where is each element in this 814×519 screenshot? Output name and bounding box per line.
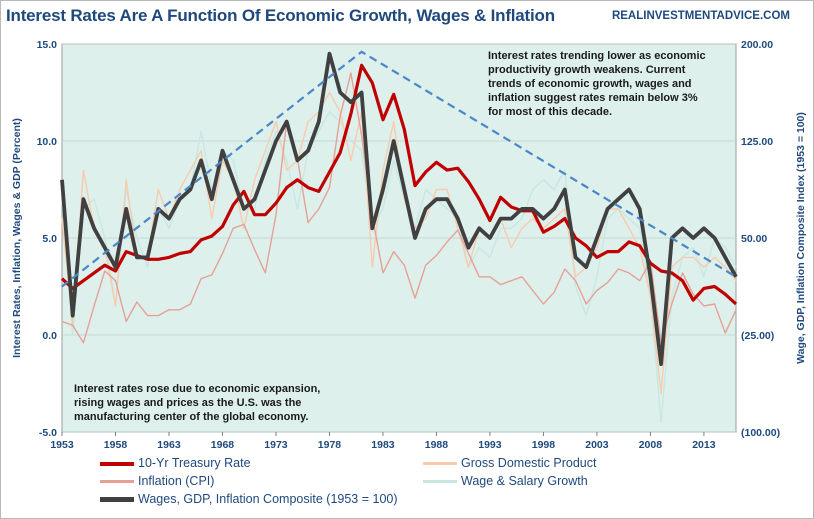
x-tick-label: 1993 bbox=[478, 439, 502, 451]
legend-label: Inflation (CPI) bbox=[138, 474, 215, 488]
annotation-top-right: Interest rates trending lower as economi… bbox=[488, 49, 728, 119]
x-tick-label: 1973 bbox=[264, 439, 288, 451]
x-tick-label: 2003 bbox=[585, 439, 609, 451]
x-tick-label: 1988 bbox=[425, 439, 449, 451]
y2-axis-label: Wage, GDP, Inflation Composite Index (19… bbox=[795, 112, 807, 364]
x-tick-label: 2008 bbox=[639, 439, 663, 451]
annotation-line: for most of this decade. bbox=[488, 106, 613, 118]
x-tick-label: 1953 bbox=[50, 439, 74, 451]
annotation-line: Interest rates trending lower as economi… bbox=[488, 50, 706, 62]
legend-item-wage: Wage & Salary Growth bbox=[423, 474, 588, 488]
x-tick-label: 1958 bbox=[104, 439, 128, 451]
annotation-line: manufacturing center of the global econo… bbox=[74, 411, 309, 423]
legend-label: Gross Domestic Product bbox=[461, 456, 597, 470]
legend-swatch bbox=[100, 497, 134, 503]
source-label: REALINVESTMENTADVICE.COM bbox=[611, 10, 790, 22]
x-tick-label: 2013 bbox=[692, 439, 716, 451]
y-tick-label: -5.0 bbox=[39, 427, 57, 439]
trend-line bbox=[61, 50, 737, 288]
x-tick-label: 1978 bbox=[318, 439, 342, 451]
series-line-1 bbox=[60, 63, 738, 306]
legend-label: 10-Yr Treasury Rate bbox=[138, 456, 251, 470]
x-tick-label: 1963 bbox=[157, 439, 181, 451]
series-line-5 bbox=[60, 51, 738, 367]
gridlines bbox=[62, 43, 736, 433]
legend-item-cpi: Inflation (CPI) bbox=[100, 474, 214, 488]
annotation-line: rising wages and prices as the U.S. was … bbox=[74, 397, 302, 409]
y2-tick-label: (25.00) bbox=[741, 330, 774, 342]
legend-item-gdp: Gross Domestic Product bbox=[423, 456, 596, 470]
legend-label: Wage & Salary Growth bbox=[461, 474, 588, 488]
series-layer bbox=[60, 51, 738, 423]
y2-tick-label: 50.00 bbox=[741, 233, 767, 245]
x-tick-label: 1968 bbox=[211, 439, 235, 451]
y-tick-label: 0.0 bbox=[42, 330, 57, 342]
annotation-line: Interest rates rose due to economic expa… bbox=[74, 383, 321, 395]
legend-swatch bbox=[100, 480, 134, 484]
y2-tick-label: 125.00 bbox=[741, 136, 773, 148]
y-tick-label: 10.0 bbox=[37, 136, 58, 148]
annotation-bottom-left: Interest rates rose due to economic expa… bbox=[74, 382, 354, 424]
y-tick-label: 5.0 bbox=[42, 233, 57, 245]
annotation-line: trends of economic growth, wages and bbox=[488, 78, 692, 90]
axes: 15.0 10.0 5.0 0.0 -5.0 200.00 125.00 50.00 (25.0… bbox=[37, 39, 781, 451]
annotation-line: productivity growth weakens. Current bbox=[488, 64, 686, 76]
trend-layer bbox=[61, 50, 737, 288]
legend-swatch bbox=[423, 462, 457, 466]
legend-item-treasury: 10-Yr Treasury Rate bbox=[100, 456, 251, 470]
series-line-4 bbox=[61, 111, 737, 423]
y-tick-label: 15.0 bbox=[37, 39, 58, 51]
y-axis-label: Interest Rates, Inflation, Wages & GDP (… bbox=[11, 118, 23, 358]
y2-tick-label: 200.00 bbox=[741, 39, 773, 51]
legend-label: Wages, GDP, Inflation Composite (1953 = … bbox=[138, 492, 398, 506]
legend-swatch bbox=[423, 480, 457, 484]
legend-item-composite: Wages, GDP, Inflation Composite (1953 = … bbox=[100, 492, 398, 506]
x-tick-label: 1983 bbox=[371, 439, 395, 451]
legend-swatch bbox=[100, 461, 134, 466]
series-line-3 bbox=[61, 72, 737, 344]
chart-title: Interest Rates Are A Function Of Economi… bbox=[6, 6, 555, 25]
x-tick-label: 1998 bbox=[532, 439, 556, 451]
annotation-line: inflation suggest rates remain below 3% bbox=[488, 92, 698, 104]
y2-tick-label: (100.00) bbox=[741, 427, 780, 439]
